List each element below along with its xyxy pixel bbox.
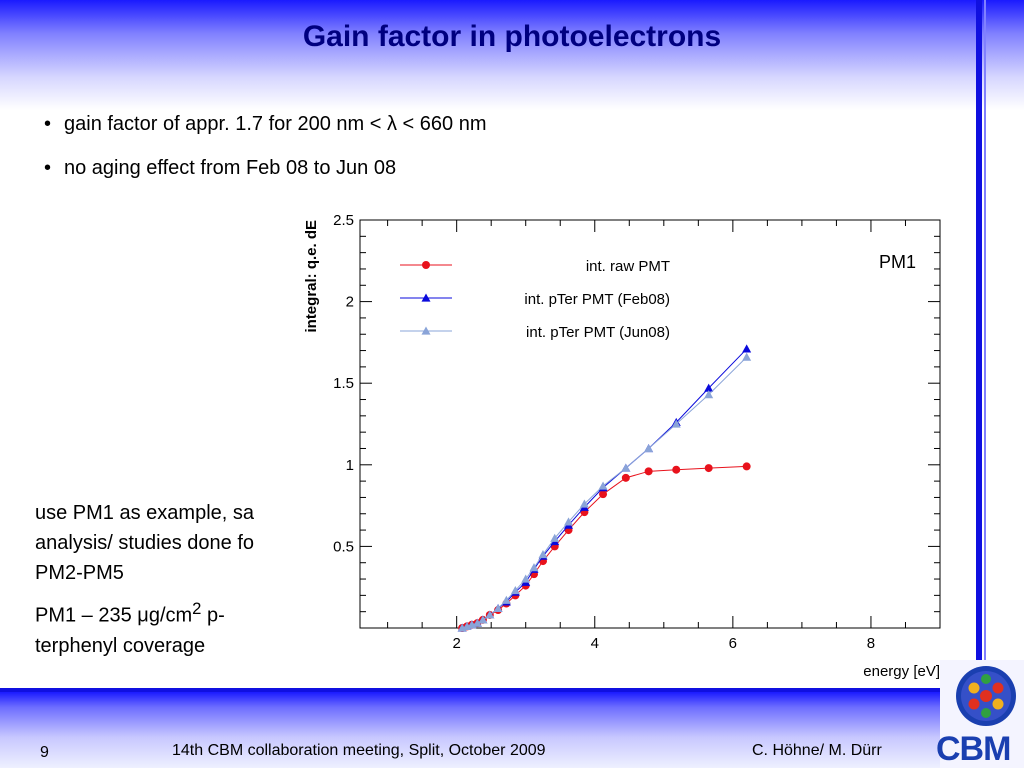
detector-logo-icon <box>956 666 1016 726</box>
legend-entry: int. pTer PMT (Feb08) <box>524 291 670 308</box>
footer-authors: C. Höhne/ M. Dürr <box>752 742 882 759</box>
legend-swatch-marker <box>421 326 431 335</box>
coverage-suffix: p-terphenyl coverage <box>35 604 225 657</box>
bullet-item: • gain factor of appr. 1.7 for 200 nm < λ… <box>44 108 486 152</box>
data-point <box>493 603 503 613</box>
x-tick-label: 4 <box>591 635 599 652</box>
right-accent-bar <box>976 0 982 660</box>
page-number: 9 <box>40 744 49 761</box>
right-accent-bar-thin <box>984 0 986 660</box>
bullet-list: • gain factor of appr. 1.7 for 200 nm < λ… <box>44 108 486 196</box>
y-tick-label: 1 <box>346 457 354 474</box>
y-axis-label: integral: q.e. dE <box>303 220 320 333</box>
data-point <box>599 490 608 499</box>
data-point <box>472 618 482 627</box>
data-point <box>621 463 631 472</box>
data-point <box>598 481 608 490</box>
y-tick-label: 0.5 <box>333 538 354 555</box>
data-point <box>671 419 681 428</box>
legend-entry: int. raw PMT <box>586 258 670 275</box>
bullet-text: gain factor of appr. 1.7 for 200 nm < λ … <box>64 113 487 135</box>
side-note-coverage: PM1 – 235 μg/cm2 p-terphenyl coverage <box>35 594 305 661</box>
coverage-sup: 2 <box>192 599 202 618</box>
footer-band <box>0 692 1024 768</box>
footer-line <box>0 688 940 693</box>
side-note: use PM1 as example, same analysis/ studi… <box>35 498 305 667</box>
y-tick-label: 1.5 <box>333 375 354 392</box>
bullet-dot: • <box>44 157 52 179</box>
data-point <box>550 533 560 542</box>
bullet-text: no aging effect from Feb 08 to Jun 08 <box>64 157 397 179</box>
gain-chart: 2 4 6 8 0.5 1 1.5 2 2.5 energy [eV] integral: q.e.… <box>303 212 941 680</box>
y-tick-label: 2.5 <box>333 212 354 229</box>
title-band <box>0 0 1024 110</box>
data-point <box>644 443 654 453</box>
side-note-example: use PM1 as example, same analysis/ studi… <box>35 502 282 584</box>
legend-swatch-marker <box>421 293 431 302</box>
data-point <box>579 499 589 508</box>
legend-swatch-marker <box>422 261 430 269</box>
data-point <box>704 390 714 399</box>
plot-frame <box>359 219 941 629</box>
data-point <box>510 585 520 595</box>
data-point <box>704 464 713 473</box>
data-point <box>521 574 531 583</box>
panel-label: PM1 <box>879 252 916 272</box>
data-point <box>478 615 488 624</box>
data-point <box>672 465 681 474</box>
slide-title: Gain factor in photoelectrons <box>302 20 722 53</box>
cbm-logo <box>940 660 1024 768</box>
data-point <box>485 610 495 619</box>
y-tick-label: 2 <box>346 294 354 311</box>
coverage-unit: μg/cm <box>137 604 193 627</box>
data-point <box>742 344 752 353</box>
data-point <box>621 473 630 482</box>
bullet-dot: • <box>44 113 52 135</box>
data-point <box>501 595 511 604</box>
data-point <box>704 383 714 392</box>
x-tick-label: 2 <box>452 635 460 652</box>
x-tick-label: 6 <box>729 635 737 652</box>
data-point <box>538 550 548 559</box>
cbm-logo-text: CBM <box>936 730 1011 768</box>
data-point <box>529 563 539 572</box>
footer-meeting: 14th CBM collaboration meeting, Split, O… <box>172 742 546 759</box>
data-point <box>742 352 752 361</box>
coverage-prefix: PM1 – 235 <box>35 604 138 627</box>
data-point <box>644 467 653 476</box>
data-point <box>742 462 751 471</box>
data-point <box>564 517 574 526</box>
x-axis-label: energy [eV] <box>863 663 940 680</box>
x-tick-label: 8 <box>867 635 875 652</box>
chart-container: 2 4 6 8 0.5 1 1.5 2 2.5 energy [eV] integral: q.e.… <box>254 210 954 680</box>
bullet-item: • no aging effect from Feb 08 to Jun 08 <box>44 152 486 196</box>
legend-entry: int. pTer PMT (Jun08) <box>526 324 670 341</box>
